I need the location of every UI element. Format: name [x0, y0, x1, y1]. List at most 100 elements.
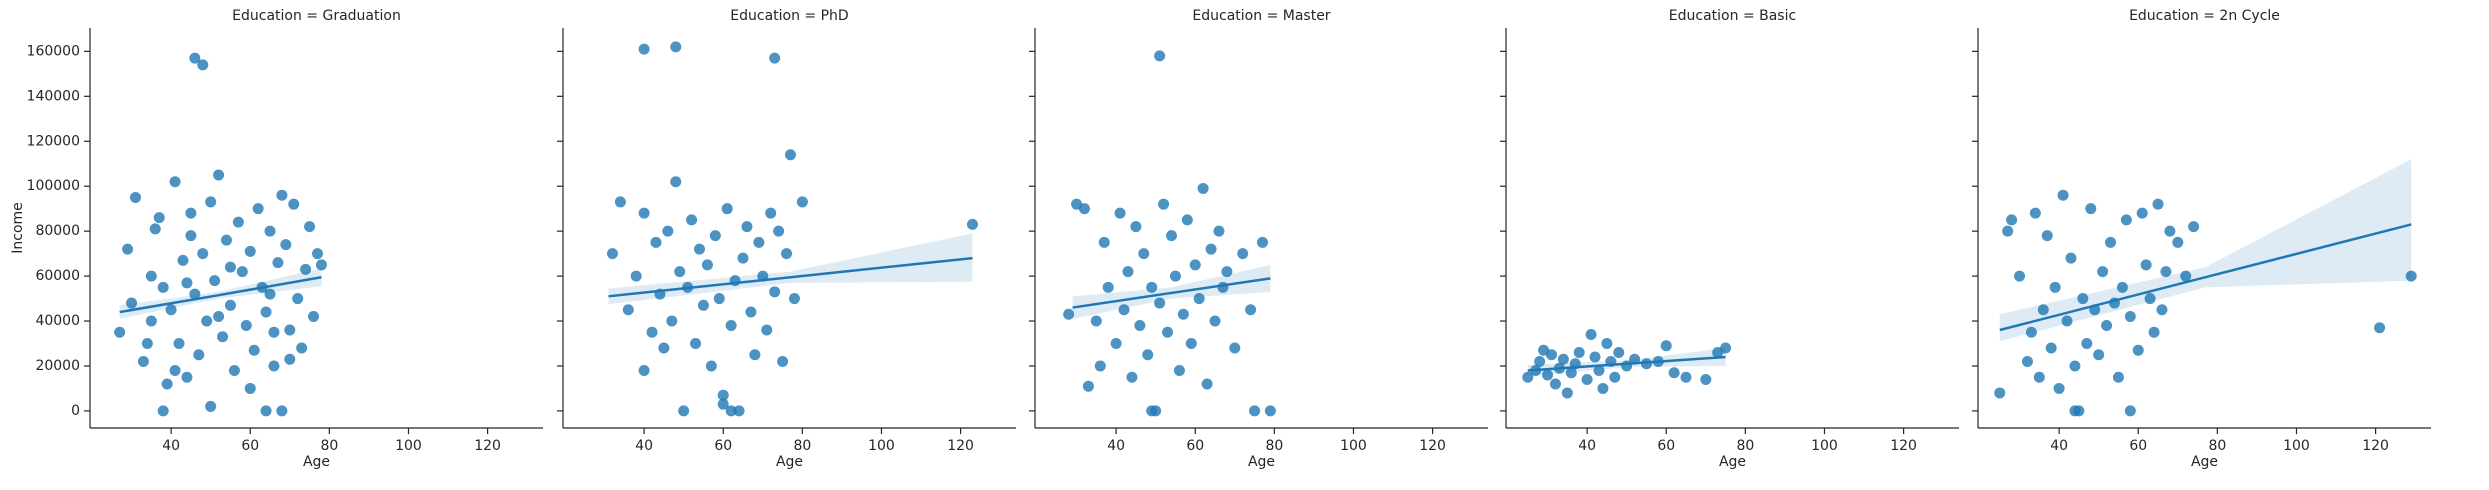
point [169, 176, 181, 188]
panel-title: Education = 2n Cycle [2129, 8, 2280, 24]
x-tick-label: 80 [320, 438, 338, 454]
y-tick-label: 80000 [35, 223, 80, 239]
point [205, 196, 217, 208]
point [1720, 342, 1732, 354]
point [2006, 214, 2018, 226]
point [1700, 373, 1712, 385]
point [741, 221, 753, 233]
point [1162, 326, 1174, 338]
point [1613, 346, 1625, 358]
point [2124, 405, 2136, 417]
point [2037, 304, 2049, 316]
point [1264, 405, 1276, 417]
point [236, 266, 248, 278]
confidence-band [1527, 348, 1726, 377]
point [228, 364, 240, 376]
point [300, 263, 312, 275]
point [717, 389, 729, 401]
x-tick-label: 80 [1265, 438, 1283, 454]
point [690, 338, 702, 350]
point [252, 203, 264, 215]
point [1078, 203, 1090, 215]
point [1256, 236, 1268, 248]
y-axis-label: Income [10, 202, 26, 254]
point [1146, 405, 1158, 417]
point [2069, 360, 2081, 372]
point [1565, 367, 1577, 379]
point [2140, 259, 2152, 271]
point [169, 364, 181, 376]
point [646, 326, 658, 338]
point [2045, 342, 2057, 354]
point [638, 43, 650, 55]
point [630, 270, 642, 282]
point [129, 191, 141, 203]
panel-title: Education = Graduation [232, 8, 401, 24]
point [2124, 311, 2136, 323]
point [2029, 207, 2041, 219]
point [2061, 315, 2073, 327]
point [1102, 281, 1114, 293]
point [1201, 378, 1213, 390]
x-axis-label: Age [1719, 454, 1746, 470]
point [2152, 198, 2164, 210]
point [733, 405, 745, 417]
point [224, 299, 236, 311]
point [1185, 338, 1197, 350]
point [614, 196, 626, 208]
point [1169, 270, 1181, 282]
point [149, 223, 161, 235]
point [721, 203, 733, 215]
point [205, 400, 217, 412]
point [209, 275, 221, 287]
point [1557, 353, 1569, 365]
point [725, 320, 737, 332]
point [268, 360, 280, 372]
point [1173, 364, 1185, 376]
point [2101, 320, 2113, 332]
point [308, 311, 320, 323]
point [2160, 266, 2172, 278]
point [260, 405, 272, 417]
point [1090, 315, 1102, 327]
point [1221, 266, 1233, 278]
point [2148, 326, 2160, 338]
point [284, 324, 296, 336]
x-axis-label: Age [1248, 454, 1275, 470]
point [315, 259, 327, 271]
regression-line [608, 256, 973, 298]
x-tick-label: 120 [474, 438, 501, 454]
point [173, 338, 185, 350]
point [2085, 203, 2097, 215]
point [260, 306, 272, 318]
point [658, 342, 670, 354]
point [1593, 364, 1605, 376]
regression-line [1527, 355, 1726, 372]
point [181, 277, 193, 289]
y-tick-label: 20000 [35, 358, 80, 374]
point [1154, 50, 1166, 62]
point [622, 304, 634, 316]
x-tick-label: 40 [1578, 438, 1596, 454]
point [244, 245, 256, 257]
point [157, 281, 169, 293]
point [1165, 230, 1177, 242]
point [788, 293, 800, 305]
point [769, 52, 781, 64]
point [670, 176, 682, 188]
point [2405, 270, 2417, 282]
point [686, 214, 698, 226]
x-tick-label: 80 [2208, 438, 2226, 454]
point [114, 326, 126, 338]
point [1522, 371, 1534, 383]
panel-title: Education = Basic [1669, 8, 1796, 24]
point [1122, 266, 1134, 278]
x-tick-label: 100 [1811, 438, 1838, 454]
point [749, 349, 761, 361]
point [244, 382, 256, 394]
point [713, 293, 725, 305]
point [1193, 293, 1205, 305]
point [197, 59, 209, 71]
point [638, 207, 650, 219]
point [137, 355, 149, 367]
